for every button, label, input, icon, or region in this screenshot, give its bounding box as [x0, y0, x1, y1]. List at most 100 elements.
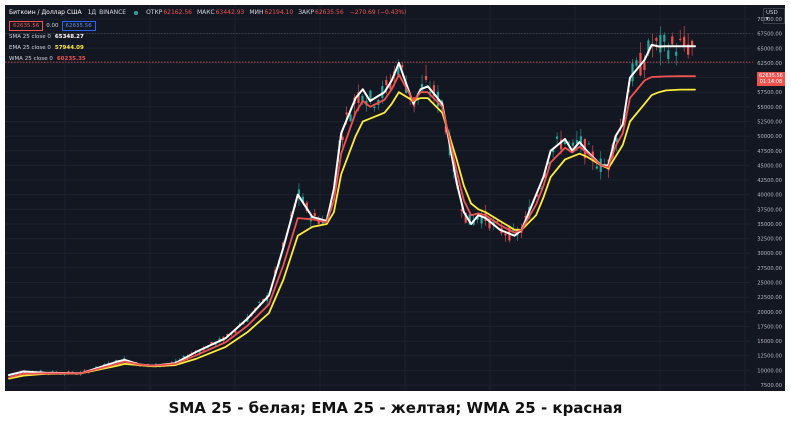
y-tick-label: 55000.00 [757, 105, 782, 111]
sell-button[interactable]: 62635.56 [9, 21, 44, 31]
y-tick-label: 25000.00 [757, 281, 782, 287]
candle-body [663, 34, 666, 42]
candle-body [655, 37, 658, 41]
indicator-sma-label: SMA 25 close 0 [9, 34, 51, 40]
candle-body [83, 370, 86, 372]
ohlc-low: МИН62194.10 [249, 9, 294, 16]
y-tick-label: 67500.00 [757, 32, 782, 38]
candle-body [468, 214, 471, 225]
candle-body [496, 221, 499, 223]
candle-body [544, 173, 547, 178]
y-tick-label: 42500.00 [757, 178, 782, 184]
y-tick-label: 40000.00 [757, 193, 782, 199]
candle-body [587, 143, 590, 145]
candle-body [555, 136, 559, 139]
y-tick-label: 70000.00 [757, 17, 782, 23]
candle-body [675, 51, 678, 56]
y-tick-label: 20000.00 [757, 310, 782, 316]
price-chart[interactable]: 7500.00 10000.00 12500.00 15000.00 17500.00 2… [5, 5, 785, 391]
y-tick-label: 47500.00 [757, 149, 782, 155]
indicator-ema-label: EMA 25 close 0 [9, 45, 51, 51]
candle-body [552, 148, 555, 153]
candle-body [258, 302, 261, 303]
candle-body [297, 189, 301, 199]
candle-body [575, 140, 579, 144]
candle-body [460, 209, 463, 212]
indicator-sma-value: 65348.27 [54, 34, 84, 40]
candle-body [401, 65, 404, 68]
indicator-wma-legend[interactable]: WMA 25 close 0 60235.35 [9, 56, 86, 62]
candle-body [361, 95, 364, 102]
candle-body [424, 75, 428, 80]
timeframe-label[interactable]: 1Д [87, 9, 97, 16]
candle-body [687, 44, 690, 55]
y-tick-label: 50000.00 [757, 134, 782, 140]
indicator-ema-value: 57944.09 [54, 45, 84, 51]
ohlc-close: ЗАКР62635.56 [298, 9, 344, 16]
y-tick-label: 32500.00 [757, 237, 782, 243]
y-tick-label: 37500.00 [757, 207, 782, 213]
candle-body [242, 323, 245, 325]
trade-buttons: 62635.56 0.00 62635.56 [9, 21, 96, 31]
candle-body [659, 34, 662, 53]
currency-selector[interactable]: USD ▾ [763, 8, 785, 24]
y-tick-label: 7500.00 [761, 383, 782, 389]
chart-panel[interactable]: 7500.00 10000.00 12500.00 15000.00 17500.00 2… [5, 5, 785, 391]
candle-body [548, 162, 551, 165]
ohlc-high: МАКС63442.93 [196, 9, 245, 16]
ema-25-line [8, 88, 696, 380]
candle-body [567, 142, 571, 144]
candle-body [579, 136, 583, 146]
y-tick-label: 52500.00 [757, 119, 782, 125]
wma-25-line [8, 73, 696, 379]
candle-body [563, 139, 567, 145]
candle-body [75, 374, 78, 375]
candle-body [647, 40, 650, 54]
spread-value: 0.00 [46, 23, 59, 29]
y-tick-label: 17500.00 [757, 324, 782, 330]
candle-body [679, 38, 682, 40]
indicator-ema-legend[interactable]: EMA 25 close 0 57944.09 [9, 45, 84, 51]
candle-body [313, 212, 316, 216]
candle-body [381, 86, 384, 98]
y-tick-label: 65000.00 [757, 46, 782, 52]
candle-body [428, 91, 432, 94]
candle-body [317, 219, 320, 224]
y-tick-label: 57500.00 [757, 90, 782, 96]
candle-body [635, 60, 638, 66]
candle-body [341, 136, 344, 141]
candle-body [488, 218, 491, 229]
candle-body [595, 166, 598, 169]
candle-body [571, 142, 575, 146]
candle-body [420, 83, 424, 91]
y-tick-label: 10000.00 [757, 368, 782, 374]
candle-body [536, 194, 539, 197]
buy-button[interactable]: 62635.56 [61, 21, 96, 31]
ohlc-change: −270.69 (−0.43%) [349, 9, 407, 16]
y-tick-label: 27500.00 [757, 266, 782, 272]
candle-body [524, 216, 527, 218]
candle-body [476, 216, 479, 220]
ohlc-open: ОТКР62162.56 [146, 9, 192, 16]
candle-body [115, 360, 118, 362]
y-tick-label: 62500.00 [757, 61, 782, 67]
candle-body [182, 356, 185, 359]
candle-body [373, 106, 376, 109]
candle-body [559, 139, 563, 150]
symbol-label[interactable]: Биткоин / Доллар США [9, 9, 82, 16]
last-price-tag: 62635.56 01:14:08 [757, 72, 785, 86]
candle-body [667, 50, 670, 59]
bar-countdown: 01:14:08 [759, 79, 783, 85]
candle-body [643, 62, 646, 70]
candle-body [226, 333, 229, 337]
candle-body [357, 92, 360, 103]
chart-header: Биткоин / Доллар США 1Д BINANCE ОТКР6216… [9, 9, 411, 16]
candle-body [397, 64, 400, 75]
candle-body [432, 85, 436, 96]
indicator-sma-legend[interactable]: SMA 25 close 0 65348.27 [9, 34, 84, 40]
indicator-wma-value: 60235.35 [56, 56, 86, 62]
last-price-value: 62635.56 [759, 73, 783, 79]
y-tick-label: 15000.00 [757, 339, 782, 345]
candle-body [492, 220, 495, 225]
y-tick-label: 22500.00 [757, 295, 782, 301]
